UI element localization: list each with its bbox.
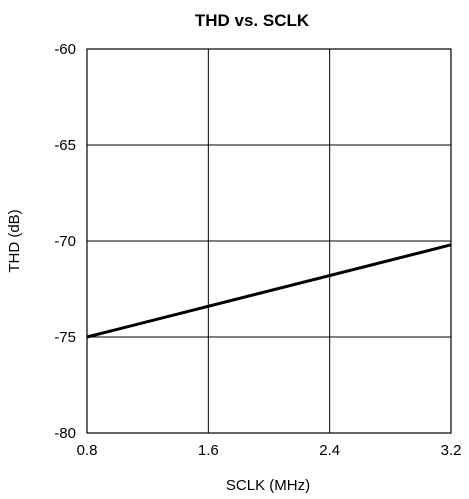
- y-tick-label: -80: [54, 425, 76, 442]
- grid: [86, 48, 452, 434]
- x-tick-label: 0.8: [77, 442, 98, 459]
- series-layer: [86, 243, 452, 339]
- x-tick-label: 2.4: [319, 442, 340, 459]
- x-axis-ticks: 0.8 1.6 2.4 3.2: [77, 442, 462, 459]
- plot-area: [86, 48, 452, 434]
- y-tick-label: -65: [54, 137, 76, 154]
- series-line-0: [86, 243, 452, 339]
- y-tick-label: -70: [54, 233, 76, 250]
- x-tick-label: 1.6: [198, 442, 219, 459]
- x-tick-label: 3.2: [441, 442, 462, 459]
- y-tick-label: -75: [54, 329, 76, 346]
- x-axis-label: SCLK (MHz): [226, 477, 310, 494]
- y-tick-label: -60: [54, 41, 76, 58]
- chart-title: THD vs. SCLK: [195, 11, 310, 30]
- y-axis-label: THD (dB): [6, 209, 23, 272]
- y-axis-ticks: -60 -65 -70 -75 -80: [54, 41, 76, 442]
